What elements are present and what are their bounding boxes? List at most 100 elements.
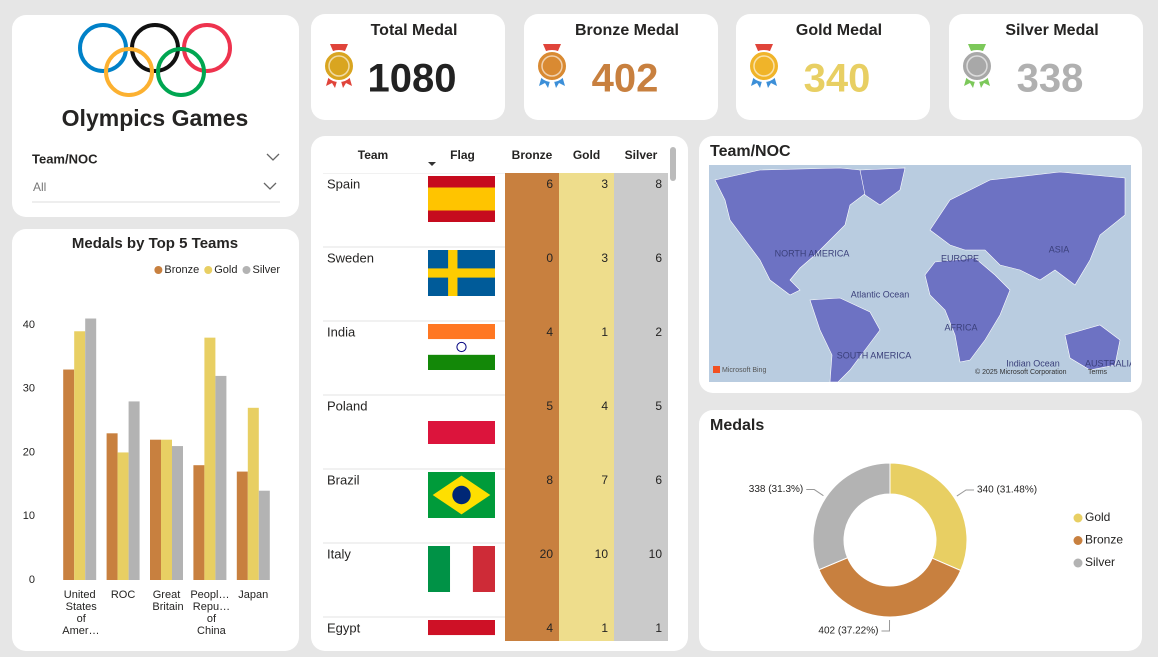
chevron[interactable]: [266, 153, 280, 161]
map-label: AUSTRALIA: [1085, 358, 1135, 368]
team-name[interactable]: Poland: [327, 398, 367, 413]
team-name[interactable]: Egypt: [327, 620, 361, 635]
kpi-title: Silver Medal: [1005, 22, 1098, 39]
sort-arrow[interactable]: [428, 162, 436, 166]
bar[interactable]: [117, 452, 129, 580]
donut-panel: [699, 410, 1142, 651]
medal-count: 5: [655, 399, 662, 413]
bar[interactable]: [128, 401, 140, 580]
bar[interactable]: [204, 337, 216, 580]
legend-label[interactable]: Bronze: [164, 264, 199, 276]
flag-part: [456, 341, 467, 353]
map-label: ASIA: [1049, 244, 1070, 254]
bar[interactable]: [258, 490, 270, 580]
column-fill: [614, 173, 668, 641]
kpi-value: 338: [1017, 57, 1084, 101]
team-name[interactable]: India: [327, 324, 356, 339]
bar[interactable]: [172, 446, 183, 580]
olympic-rings: [78, 23, 232, 97]
column-header[interactable]: Gold: [573, 148, 600, 162]
slicer-label: Team/NOC: [32, 151, 98, 166]
legend-label[interactable]: Gold: [1085, 510, 1110, 524]
medal-count: 20: [540, 547, 554, 561]
team-name[interactable]: Italy: [327, 546, 351, 561]
legend-swatch: [1073, 558, 1083, 568]
medal-count: 1: [655, 621, 662, 635]
flag-part: [428, 210, 495, 222]
kpi-value: 1080: [368, 57, 457, 101]
bar[interactable]: [193, 465, 205, 580]
map-attribution[interactable]: Terms: [1088, 369, 1108, 376]
medal-count: 6: [655, 251, 662, 265]
map-label: AFRICA: [944, 322, 977, 332]
medal-inner: [541, 55, 563, 77]
map-attribution: Microsoft Bing: [722, 367, 766, 374]
kpi-title: Bronze Medal: [575, 22, 679, 39]
legend-swatch: [242, 266, 251, 274]
column-header[interactable]: Bronze: [512, 148, 553, 162]
medal-count: 10: [649, 547, 663, 561]
flag-part: [428, 339, 495, 355]
kpi-title: Total Medal: [371, 22, 458, 39]
flag: [428, 546, 495, 592]
map-attribution: © 2025 Microsoft Corporation: [975, 368, 1067, 376]
legend-label[interactable]: Gold: [214, 264, 237, 276]
bar[interactable]: [150, 439, 161, 580]
data-label: 338 (31.3%): [749, 484, 803, 495]
donut-slice[interactable]: [812, 462, 891, 571]
legend-swatch: [204, 266, 213, 274]
team-name[interactable]: Brazil: [327, 472, 360, 487]
medal-count: 6: [546, 177, 553, 191]
column-header[interactable]: Flag: [450, 148, 475, 162]
medal-count: 8: [655, 177, 662, 191]
chart-title: Medals by Top 5 Teams: [72, 235, 238, 252]
team-name[interactable]: Sweden: [327, 250, 374, 265]
x-tick-label: ROC: [111, 589, 136, 601]
leader-line: [881, 619, 891, 632]
map-label: SOUTH AMERICA: [837, 350, 912, 360]
chevron[interactable]: [263, 182, 277, 190]
legend-label[interactable]: Silver: [1085, 555, 1115, 569]
slicer-value[interactable]: All: [33, 180, 46, 194]
scrollbar[interactable]: [670, 147, 676, 181]
map-label: Atlantic Ocean: [851, 289, 910, 299]
legend-label[interactable]: Silver: [252, 264, 280, 276]
column-header[interactable]: Silver: [625, 148, 658, 162]
legend-swatch: [1073, 513, 1083, 523]
bar[interactable]: [63, 369, 75, 580]
bar[interactable]: [215, 375, 227, 580]
legend-label[interactable]: Bronze: [1085, 533, 1123, 547]
y-tick-label: 0: [29, 574, 35, 586]
column-header[interactable]: Team: [358, 148, 388, 162]
bar[interactable]: [161, 439, 172, 580]
bar[interactable]: [236, 471, 248, 580]
medal-count: 10: [595, 547, 609, 561]
kpi-value: 402: [592, 57, 659, 101]
medal-count: 4: [546, 621, 553, 635]
medal-count: 1: [601, 325, 608, 339]
map[interactable]: NORTH AMERICA Atlantic Ocean EUROPE ASIA…: [709, 165, 1135, 382]
flag: [428, 250, 495, 296]
kpi-card: [949, 14, 1143, 120]
flag-part: [428, 176, 495, 188]
medal-count: 2: [655, 325, 662, 339]
flag-part: [428, 187, 495, 211]
bar[interactable]: [85, 318, 97, 580]
medal-inner: [966, 55, 988, 77]
bar[interactable]: [247, 407, 259, 580]
flag-part: [428, 546, 451, 592]
bar[interactable]: [106, 433, 118, 580]
donut-slice[interactable]: [818, 557, 962, 618]
flag: [428, 176, 495, 222]
team-name[interactable]: Spain: [327, 176, 360, 191]
kpi-value: 340: [804, 57, 871, 101]
data-label: 340 (31.48%): [977, 485, 1037, 496]
x-tick-label: Peopl… Repu… of China: [190, 589, 230, 637]
flag-part: [450, 546, 473, 592]
map-label: Indian Ocean: [1006, 358, 1060, 368]
bar[interactable]: [74, 331, 86, 580]
medal-count: 0: [546, 251, 553, 265]
legend: Bronze Gold Silver: [154, 264, 280, 276]
medal-count: 7: [601, 473, 608, 487]
medal-count: 4: [546, 325, 553, 339]
